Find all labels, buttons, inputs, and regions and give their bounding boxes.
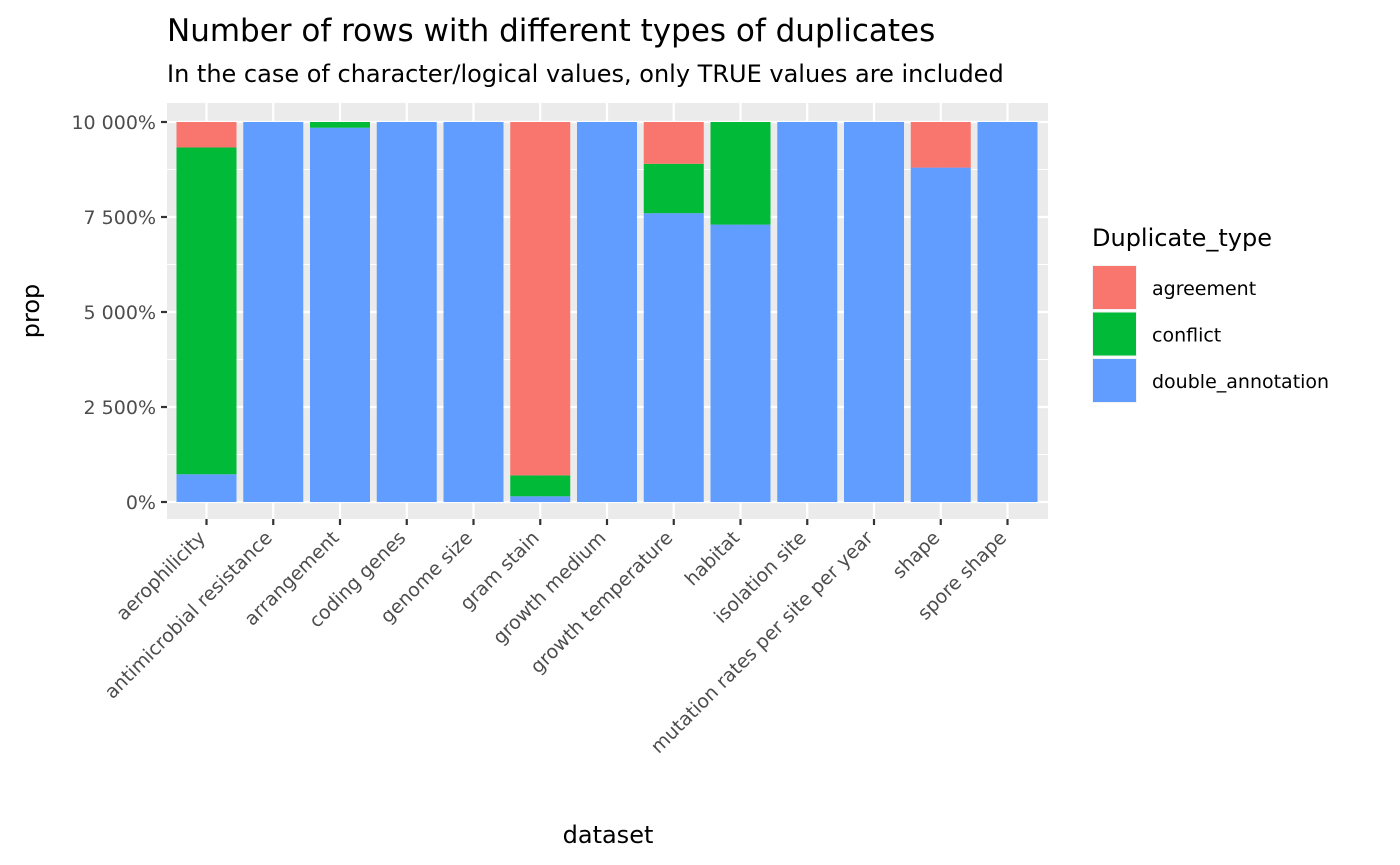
- bar-segment-conflict: [510, 475, 571, 497]
- bar-segment-agreement: [643, 122, 704, 164]
- bar-segment-double-annotation: [844, 122, 904, 502]
- legend-label-double-annotation: double_annotation: [1152, 371, 1329, 393]
- legend-label-conflict: conflict: [1152, 325, 1221, 347]
- legend: Duplicate_type agreement conflict double_a…: [1092, 224, 1329, 403]
- legend-label-agreement: agreement: [1152, 278, 1256, 300]
- bar-segment-double-annotation: [243, 122, 304, 502]
- x-axis-title: dataset: [563, 821, 654, 849]
- bar-segment-double-annotation: [510, 496, 571, 502]
- chart-subtitle: In the case of character/logical values,…: [167, 60, 1004, 88]
- y-axis: 0% 2 500% 5 000% 7 500% 10 000%: [71, 112, 167, 514]
- y-tick-label: 0%: [126, 492, 156, 514]
- bar-segment-agreement: [910, 122, 971, 168]
- bar-segment-double-annotation: [577, 122, 637, 502]
- bar-segment-conflict: [710, 122, 771, 225]
- chart-title: Number of rows with different types of d…: [167, 13, 935, 49]
- bar-segment-double-annotation: [777, 122, 838, 502]
- x-tick-label: shape: [888, 527, 944, 583]
- bar-segment-double-annotation: [443, 122, 504, 502]
- y-axis-title: prop: [17, 284, 45, 339]
- bar-segment-double-annotation: [176, 474, 237, 502]
- bar-segment-double-annotation: [910, 167, 971, 502]
- x-tick-label: growth medium: [489, 527, 611, 649]
- y-tick-label: 10 000%: [71, 112, 156, 134]
- bar-segment-agreement: [176, 122, 237, 148]
- legend-swatch-double-annotation: [1093, 359, 1136, 402]
- bar-segment-conflict: [310, 122, 370, 128]
- bar-segment-conflict: [643, 163, 704, 214]
- y-tick-label: 7 500%: [84, 207, 156, 229]
- x-tick-label: habitat: [681, 527, 744, 590]
- bar-segment-double-annotation: [310, 127, 370, 502]
- legend-title: Duplicate_type: [1092, 224, 1272, 252]
- y-tick-label: 5 000%: [84, 302, 156, 324]
- bars: [176, 122, 1038, 502]
- bar-segment-double-annotation: [376, 122, 437, 502]
- y-tick-label: 2 500%: [84, 397, 156, 419]
- legend-swatch-agreement: [1093, 266, 1136, 309]
- bar-segment-double-annotation: [977, 122, 1038, 502]
- bar-segment-double-annotation: [643, 213, 704, 502]
- bar-segment-agreement: [510, 122, 571, 476]
- legend-swatch-conflict: [1093, 312, 1136, 356]
- bar-segment-conflict: [176, 147, 237, 475]
- bar-segment-double-annotation: [710, 224, 771, 502]
